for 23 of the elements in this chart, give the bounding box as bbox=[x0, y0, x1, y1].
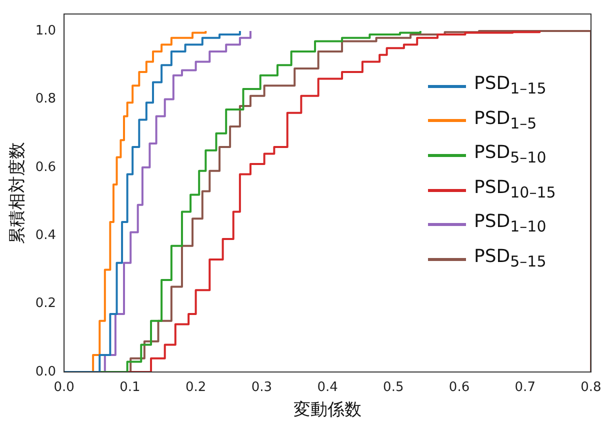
x-tick-label: 0.6 bbox=[448, 380, 470, 396]
y-axis-title: 累積相対度数 bbox=[8, 142, 28, 244]
x-tick-label: 0.0 bbox=[54, 380, 74, 396]
legend-label: PSD$_{1–10}$ bbox=[474, 210, 546, 238]
legend-label: PSD$_{1–5}$ bbox=[474, 106, 537, 134]
y-tick-label: 0.6 bbox=[35, 160, 56, 175]
y-tick-label: 1.0 bbox=[35, 23, 56, 38]
x-tick-label: 0.7 bbox=[514, 380, 536, 396]
x-tick-label: 0.3 bbox=[251, 380, 272, 396]
legend-label: PSD$_{10–15}$ bbox=[474, 176, 556, 204]
x-tick-label: 0.5 bbox=[383, 380, 404, 396]
x-tick-label: 0.2 bbox=[185, 380, 206, 396]
legend-label: PSD$_{1–15}$ bbox=[474, 72, 546, 100]
x-axis-title: 変動係数 bbox=[294, 400, 362, 420]
y-tick-label: 0.4 bbox=[35, 228, 56, 243]
x-tick-label: 0.8 bbox=[580, 380, 602, 396]
x-tick-label: 0.4 bbox=[317, 380, 338, 396]
y-tick-label: 0.0 bbox=[35, 364, 56, 380]
legend-label: PSD$_{5–10}$ bbox=[474, 141, 546, 169]
x-tick-label: 0.1 bbox=[120, 380, 140, 396]
y-tick-label: 0.8 bbox=[35, 92, 56, 107]
y-tick-label: 0.2 bbox=[35, 296, 56, 312]
legend-label: PSD$_{5–15}$ bbox=[474, 244, 546, 273]
